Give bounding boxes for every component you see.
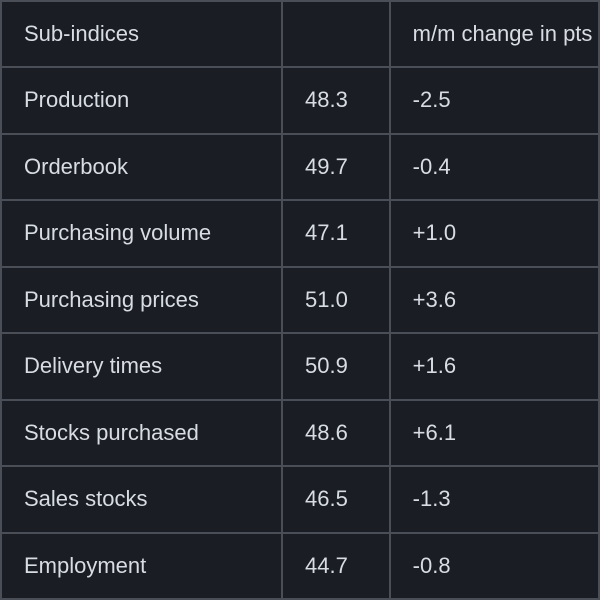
cell-value: 51.0 bbox=[282, 267, 390, 334]
cell-value: 47.1 bbox=[282, 200, 390, 267]
table-row: Purchasing volume 47.1 +1.0 bbox=[1, 200, 599, 267]
table-row: Orderbook 49.7 -0.4 bbox=[1, 134, 599, 201]
cell-name: Production bbox=[1, 67, 282, 134]
header-value bbox=[282, 1, 390, 67]
cell-value: 44.7 bbox=[282, 533, 390, 600]
cell-value: 50.9 bbox=[282, 333, 390, 400]
cell-value: 48.6 bbox=[282, 400, 390, 467]
table-row: Delivery times 50.9 +1.6 bbox=[1, 333, 599, 400]
cell-change: -2.5 bbox=[390, 67, 599, 134]
table-row: Sales stocks 46.5 -1.3 bbox=[1, 466, 599, 533]
header-change: m/m change in pts bbox=[390, 1, 599, 67]
cell-change: +1.6 bbox=[390, 333, 599, 400]
table-row: Stocks purchased 48.6 +6.1 bbox=[1, 400, 599, 467]
cell-name: Sales stocks bbox=[1, 466, 282, 533]
header-sub-indices: Sub-indices bbox=[1, 1, 282, 67]
cell-change: +6.1 bbox=[390, 400, 599, 467]
cell-value: 49.7 bbox=[282, 134, 390, 201]
cell-change: -0.8 bbox=[390, 533, 599, 600]
cell-change: +3.6 bbox=[390, 267, 599, 334]
cell-name: Delivery times bbox=[1, 333, 282, 400]
cell-value: 48.3 bbox=[282, 67, 390, 134]
table-row: Production 48.3 -2.5 bbox=[1, 67, 599, 134]
cell-change: -1.3 bbox=[390, 466, 599, 533]
cell-change: -0.4 bbox=[390, 134, 599, 201]
cell-name: Stocks purchased bbox=[1, 400, 282, 467]
cell-name: Orderbook bbox=[1, 134, 282, 201]
cell-name: Purchasing volume bbox=[1, 200, 282, 267]
sub-indices-table: Sub-indices m/m change in pts Production… bbox=[0, 0, 600, 600]
cell-name: Purchasing prices bbox=[1, 267, 282, 334]
table-header-row: Sub-indices m/m change in pts bbox=[1, 1, 599, 67]
cell-value: 46.5 bbox=[282, 466, 390, 533]
table-row: Purchasing prices 51.0 +3.6 bbox=[1, 267, 599, 334]
cell-change: +1.0 bbox=[390, 200, 599, 267]
table-body: Production 48.3 -2.5 Orderbook 49.7 -0.4… bbox=[1, 67, 599, 599]
cell-name: Employment bbox=[1, 533, 282, 600]
sub-indices-table-container: Sub-indices m/m change in pts Production… bbox=[0, 0, 600, 600]
table-row: Employment 44.7 -0.8 bbox=[1, 533, 599, 600]
